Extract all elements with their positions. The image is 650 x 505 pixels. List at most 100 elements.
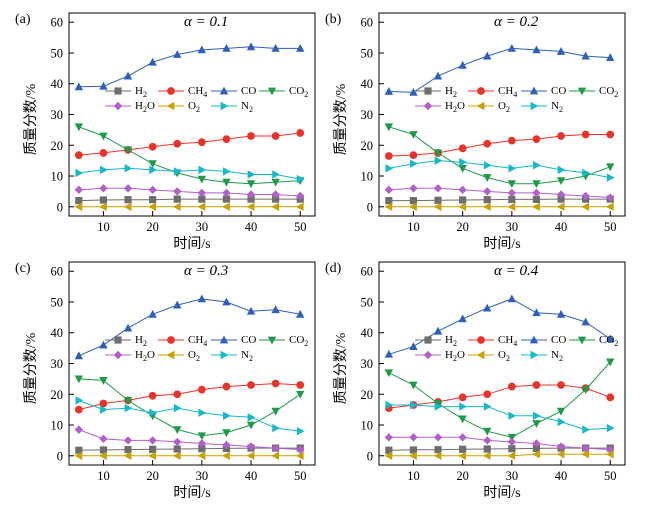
- data-point: [74, 123, 84, 132]
- y-tick-label: 50: [51, 46, 64, 60]
- legend-label: CO: [551, 85, 566, 97]
- data-point: [148, 451, 157, 460]
- data-point: [483, 390, 492, 399]
- legend-marker: [166, 350, 175, 360]
- data-point: [198, 445, 206, 453]
- data-point: [409, 131, 418, 139]
- data-point: [556, 407, 566, 416]
- data-point: [483, 445, 491, 453]
- series-line: [78, 429, 301, 451]
- series-line: [388, 298, 611, 355]
- y-tick-label: 0: [367, 449, 373, 463]
- data-point: [222, 43, 231, 52]
- data-point: [148, 436, 157, 445]
- y-tick-label: 50: [361, 295, 374, 309]
- data-point: [173, 437, 182, 447]
- data-point: [433, 433, 443, 442]
- x-tick-label: 10: [407, 469, 420, 483]
- data-point: [483, 161, 492, 170]
- data-point: [99, 451, 107, 460]
- x-tick-label: 30: [196, 469, 209, 483]
- x-tick-label: 40: [245, 469, 258, 483]
- legend-marker: [114, 336, 122, 344]
- data-point: [606, 423, 615, 433]
- data-point: [458, 314, 467, 323]
- data-point: [605, 202, 614, 211]
- data-point: [198, 165, 207, 175]
- y-tick-label: 30: [361, 357, 374, 371]
- data-point: [384, 123, 394, 132]
- data-point: [74, 425, 84, 434]
- legend-marker: [220, 350, 229, 360]
- legend-marker: [167, 336, 175, 344]
- data-point: [605, 450, 614, 459]
- data-point: [458, 60, 467, 69]
- alpha-label: α = 0.4: [494, 263, 539, 279]
- data-point: [123, 451, 132, 460]
- data-point: [99, 340, 108, 349]
- data-point: [247, 381, 255, 389]
- data-point: [532, 180, 541, 189]
- legend-marker: [219, 335, 229, 344]
- data-point: [173, 139, 182, 148]
- data-point: [581, 443, 590, 453]
- data-point: [173, 187, 182, 196]
- series-line: [78, 382, 301, 411]
- data-point: [148, 309, 157, 318]
- data-point: [222, 188, 231, 198]
- legend-marker: [113, 350, 123, 360]
- series-line: [78, 378, 301, 437]
- legend-marker: [267, 336, 277, 345]
- data-point: [532, 450, 540, 459]
- series-line: [388, 384, 611, 409]
- series-line: [78, 187, 301, 197]
- series-line: [388, 436, 611, 451]
- y-tick-label: 30: [51, 357, 64, 371]
- legend-label: O2: [498, 349, 510, 364]
- data-point: [556, 190, 566, 199]
- legend-marker: [114, 87, 122, 95]
- data-point: [507, 180, 517, 189]
- y-tick-label: 60: [361, 265, 374, 279]
- data-point: [409, 202, 417, 211]
- legend-label: CH4: [188, 334, 207, 349]
- data-point: [458, 451, 467, 460]
- data-point: [507, 437, 517, 447]
- legend-label: O2: [188, 349, 200, 364]
- data-point: [606, 173, 615, 182]
- legend-label: O2: [188, 100, 200, 115]
- data-point: [124, 164, 133, 173]
- data-point: [296, 426, 305, 436]
- chart-panel: 10 20 30 40 50 0 10 20 30 40 50 60 (d) α = 0.4 时间/s 质量分…: [325, 261, 626, 501]
- data-point: [507, 43, 517, 52]
- data-point: [123, 202, 132, 211]
- data-point: [409, 451, 417, 460]
- data-point: [296, 309, 305, 318]
- data-point: [483, 139, 492, 148]
- data-point: [433, 184, 443, 193]
- data-point: [100, 165, 108, 175]
- data-point: [557, 165, 566, 175]
- data-point: [582, 425, 591, 434]
- data-point: [197, 385, 206, 394]
- legend-label: H2O: [445, 349, 465, 364]
- legend-label: H2O: [135, 100, 155, 115]
- data-point: [222, 178, 231, 187]
- legend-label: H2: [135, 334, 147, 349]
- data-point: [507, 136, 516, 145]
- data-point: [482, 202, 491, 211]
- x-tick-label: 10: [407, 220, 420, 234]
- legend-marker: [167, 87, 175, 95]
- data-point: [197, 45, 207, 54]
- x-tick-label: 20: [456, 469, 469, 483]
- legend-label: CO2: [599, 334, 618, 349]
- legend-label: CO2: [599, 85, 618, 100]
- data-point: [222, 451, 230, 460]
- data-point: [222, 135, 231, 144]
- chart-panel: 10 20 30 40 50 0 10 20 30 40 50 60 (a) α = 0.1 时间/s 质量分…: [15, 12, 316, 252]
- series-line: [388, 361, 611, 438]
- data-point: [173, 195, 181, 203]
- data-point: [482, 451, 491, 460]
- legend-label: O2: [498, 100, 510, 115]
- data-point: [74, 375, 84, 384]
